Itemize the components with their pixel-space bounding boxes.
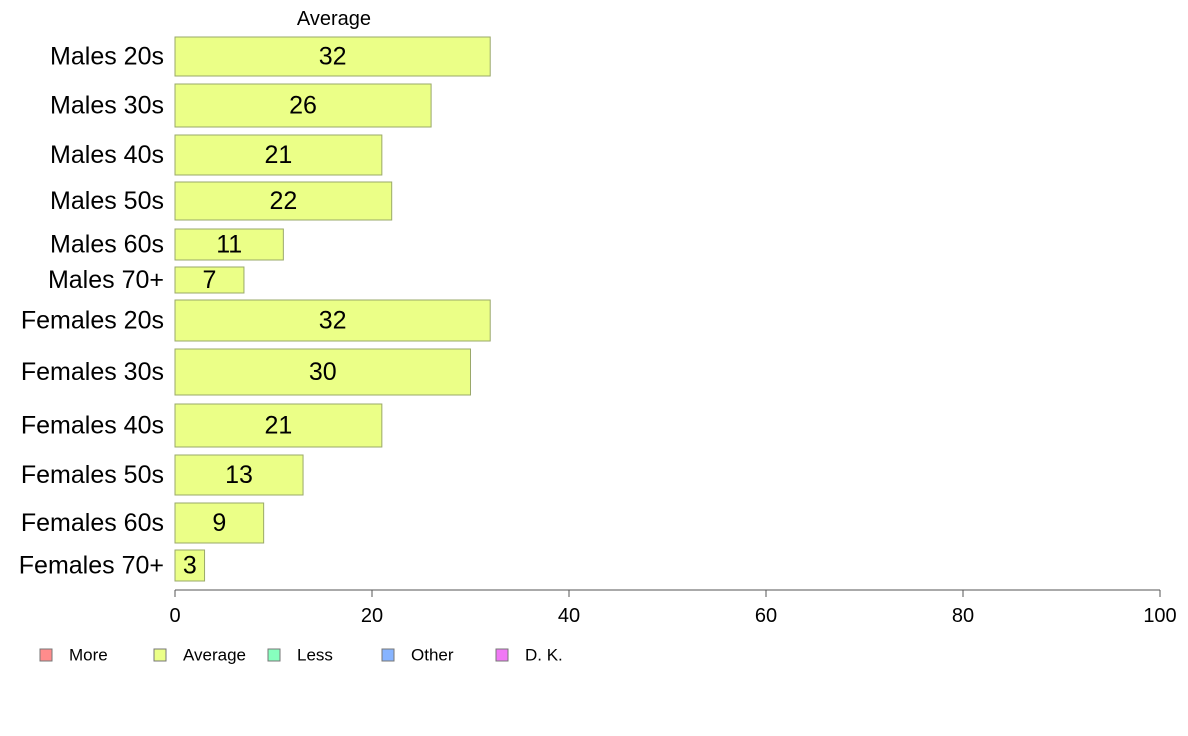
legend-swatch — [495, 648, 509, 662]
bar-value-label: 13 — [225, 461, 253, 489]
legend-swatch — [267, 648, 281, 662]
legend-label: Average — [183, 646, 246, 665]
bar — [174, 403, 383, 448]
bar-value-label: 11 — [216, 231, 242, 259]
bar-value-label: 7 — [203, 266, 217, 294]
x-tick-label: 100 — [1143, 605, 1176, 627]
x-axis: 0 20 40 60 80 100 — [169, 589, 1177, 627]
legend-label: Less — [297, 646, 333, 665]
legend-label: D. K. — [525, 646, 563, 665]
bar — [174, 83, 432, 128]
bar — [174, 348, 471, 396]
bar-value-label: 22 — [269, 187, 297, 215]
category-label: Males 70+ — [48, 266, 164, 294]
category-label: Females 20s — [21, 307, 164, 335]
bar-value-label: 21 — [265, 141, 293, 169]
bar — [174, 502, 265, 544]
legend-swatch — [381, 648, 395, 662]
bar — [174, 36, 491, 77]
category-label: Females 40s — [21, 412, 164, 440]
category-label: Females 70+ — [19, 552, 164, 580]
category-label: Females 30s — [21, 358, 164, 386]
bar-value-label: 21 — [265, 412, 293, 440]
category-label: Males 60s — [50, 231, 164, 259]
bar — [174, 549, 206, 582]
bar-value-label: 32 — [319, 43, 347, 71]
bar-value-label: 26 — [289, 92, 317, 120]
x-tick-label: 60 — [755, 605, 777, 627]
bar-value-label: 32 — [319, 307, 347, 335]
bar — [174, 454, 304, 496]
bar — [174, 228, 284, 261]
x-tick-label: 0 — [169, 605, 180, 627]
category-label: Males 30s — [50, 92, 164, 120]
category-label: Females 60s — [21, 509, 164, 537]
legend-swatch — [153, 648, 167, 662]
bar — [174, 266, 245, 294]
bar — [174, 181, 393, 221]
x-tick-label: 80 — [952, 605, 974, 627]
legend: More Average Less Other D. K. — [39, 646, 563, 665]
legend-label: More — [69, 646, 108, 665]
bar-value-label: 9 — [212, 509, 226, 537]
legend-label: Other — [411, 646, 454, 665]
legend-swatch — [39, 648, 53, 662]
x-tick-label: 20 — [361, 605, 383, 627]
bars-group: Males 20s 32 Males 30s 26 Males 40s 21 Males 5… — [19, 36, 491, 582]
bar — [174, 299, 491, 342]
bar-value-label: 30 — [309, 358, 337, 386]
column-header: Average — [297, 8, 371, 30]
bar-value-label: 3 — [183, 552, 197, 580]
category-label: Females 50s — [21, 461, 164, 489]
bar — [174, 134, 383, 176]
category-label: Males 40s — [50, 141, 164, 169]
category-label: Males 50s — [50, 187, 164, 215]
x-tick-label: 40 — [558, 605, 580, 627]
category-label: Males 20s — [50, 43, 164, 71]
